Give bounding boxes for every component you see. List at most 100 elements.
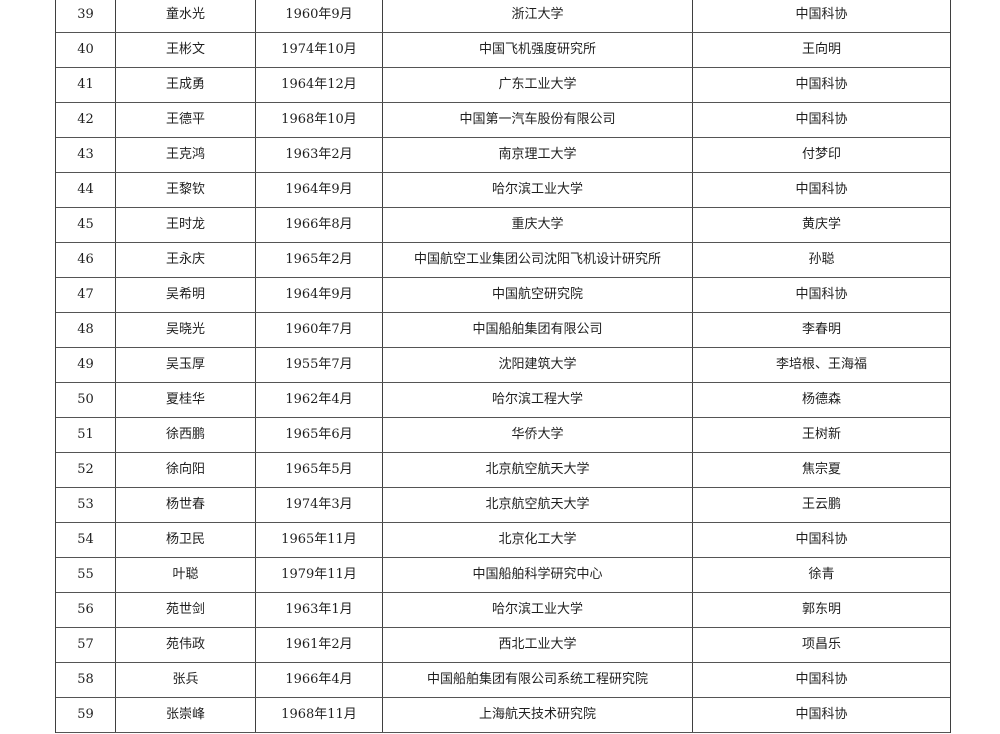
- cell-name: 张崇峰: [116, 698, 256, 732]
- cell-organization: 华侨大学: [383, 418, 693, 452]
- cell-name: 王德平: [116, 103, 256, 137]
- cell-name: 吴晓光: [116, 313, 256, 347]
- table-row: 41 王成勇 1964年12月 广东工业大学 中国科协: [56, 68, 950, 103]
- table-row: 49 吴玉厚 1955年7月 沈阳建筑大学 李培根、王海福: [56, 348, 950, 383]
- cell-name: 徐向阳: [116, 453, 256, 487]
- cell-nominator: 中国科协: [795, 181, 848, 197]
- cell-nominator: 焦宗夏: [801, 461, 841, 477]
- table-row: 50 夏桂华 1962年4月 哈尔滨工程大学 杨德森: [56, 383, 950, 418]
- cell-name: 王克鸿: [116, 138, 256, 172]
- cell-birth-date: 1965年5月: [256, 453, 383, 487]
- cell-number: 50: [56, 383, 116, 417]
- cell-nominator: 中国科协: [795, 671, 848, 687]
- cell-name: 王时龙: [116, 208, 256, 242]
- cell-nominator: 中国科协: [795, 111, 848, 127]
- table-row: 55 叶聪 1979年11月 中国船舶科学研究中心 徐青: [56, 558, 950, 593]
- table-row: 43 王克鸿 1963年2月 南京理工大学 付梦印: [56, 138, 950, 173]
- cell-nominator: 杨德森: [801, 391, 841, 407]
- cell-birth-date: 1966年8月: [256, 208, 383, 242]
- table-row: 42 王德平 1968年10月 中国第一汽车股份有限公司 中国科协: [56, 103, 950, 138]
- cell-number: 51: [56, 418, 116, 452]
- cell-name: 夏桂华: [116, 383, 256, 417]
- cell-organization: 北京航空航天大学: [383, 453, 693, 487]
- cell-number: 41: [56, 68, 116, 102]
- cell-number: 54: [56, 523, 116, 557]
- table-row: 52 徐向阳 1965年5月 北京航空航天大学 焦宗夏: [56, 453, 950, 488]
- cell-birth-date: 1964年9月: [256, 278, 383, 312]
- cell-birth-date: 1961年2月: [256, 628, 383, 662]
- cell-number: 49: [56, 348, 116, 382]
- table-row: 59 张崇峰 1968年11月 上海航天技术研究院 中国科协: [56, 698, 950, 733]
- cell-number: 55: [56, 558, 116, 592]
- cell-organization: 广东工业大学: [383, 68, 693, 102]
- cell-number: 59: [56, 698, 116, 732]
- cell-name: 徐西鹏: [116, 418, 256, 452]
- cell-organization: 哈尔滨工业大学: [383, 173, 693, 207]
- table-row: 54 杨卫民 1965年11月 北京化工大学 中国科协: [56, 523, 950, 558]
- cell-birth-date: 1965年6月: [256, 418, 383, 452]
- cell-birth-date: 1968年11月: [256, 698, 383, 732]
- cell-birth-date: 1974年3月: [256, 488, 383, 522]
- cell-name: 杨卫民: [116, 523, 256, 557]
- cell-number: 52: [56, 453, 116, 487]
- cell-organization: 浙江大学: [383, 0, 693, 32]
- cell-name: 王永庆: [116, 243, 256, 277]
- cell-number: 39: [56, 0, 116, 32]
- cell-name: 吴希明: [116, 278, 256, 312]
- cell-name: 叶聪: [116, 558, 256, 592]
- cell-nominator: 王树新: [801, 426, 841, 442]
- cell-name: 苑伟政: [116, 628, 256, 662]
- table-row: 47 吴希明 1964年9月 中国航空研究院 中国科协: [56, 278, 950, 313]
- cell-birth-date: 1974年10月: [256, 33, 383, 67]
- cell-organization: 北京航空航天大学: [383, 488, 693, 522]
- cell-name: 王彬文: [116, 33, 256, 67]
- cell-nominator: 项昌乐: [801, 636, 841, 652]
- cell-name: 张兵: [116, 663, 256, 697]
- cell-birth-date: 1966年4月: [256, 663, 383, 697]
- cell-number: 47: [56, 278, 116, 312]
- cell-nominator: 李培根、王海福: [775, 356, 867, 372]
- cell-nominator: 李春明: [801, 321, 841, 337]
- cell-nominator: 中国科协: [795, 286, 848, 302]
- cell-organization: 哈尔滨工业大学: [383, 593, 693, 627]
- cell-name: 杨世春: [116, 488, 256, 522]
- cell-number: 44: [56, 173, 116, 207]
- cell-number: 45: [56, 208, 116, 242]
- cell-nominator: 徐青: [808, 566, 835, 582]
- cell-name: 童水光: [116, 0, 256, 32]
- cell-nominator: 付梦印: [801, 146, 841, 162]
- table-row: 46 王永庆 1965年2月 中国航空工业集团公司沈阳飞机设计研究所 孙聪: [56, 243, 950, 278]
- table-row: 44 王黎钦 1964年9月 哈尔滨工业大学 中国科协: [56, 173, 950, 208]
- candidates-table: 39 童水光 1960年9月 浙江大学 中国科协 40 王彬文 1974年10月…: [55, 0, 951, 733]
- cell-number: 46: [56, 243, 116, 277]
- cell-organization: 哈尔滨工程大学: [383, 383, 693, 417]
- cell-organization: 中国飞机强度研究所: [383, 33, 693, 67]
- table-row: 57 苑伟政 1961年2月 西北工业大学 项昌乐: [56, 628, 950, 663]
- cell-number: 53: [56, 488, 116, 522]
- cell-nominator: 王向明: [801, 41, 841, 57]
- table-row: 45 王时龙 1966年8月 重庆大学 黄庆学: [56, 208, 950, 243]
- table-row: 48 吴晓光 1960年7月 中国船舶集团有限公司 李春明: [56, 313, 950, 348]
- cell-birth-date: 1968年10月: [256, 103, 383, 137]
- cell-organization: 南京理工大学: [383, 138, 693, 172]
- table-row: 58 张兵 1966年4月 中国船舶集团有限公司系统工程研究院 中国科协: [56, 663, 950, 698]
- cell-name: 王成勇: [116, 68, 256, 102]
- cell-number: 58: [56, 663, 116, 697]
- cell-name: 苑世剑: [116, 593, 256, 627]
- cell-birth-date: 1955年7月: [256, 348, 383, 382]
- cell-birth-date: 1963年2月: [256, 138, 383, 172]
- cell-birth-date: 1964年9月: [256, 173, 383, 207]
- cell-nominator: 中国科协: [795, 6, 848, 22]
- table-row: 51 徐西鹏 1965年6月 华侨大学 王树新: [56, 418, 950, 453]
- cell-number: 43: [56, 138, 116, 172]
- cell-number: 57: [56, 628, 116, 662]
- cell-birth-date: 1965年11月: [256, 523, 383, 557]
- cell-organization: 中国船舶集团有限公司: [383, 313, 693, 347]
- table-row: 40 王彬文 1974年10月 中国飞机强度研究所 王向明: [56, 33, 950, 68]
- cell-birth-date: 1965年2月: [256, 243, 383, 277]
- cell-organization: 中国船舶科学研究中心: [383, 558, 693, 592]
- cell-organization: 中国航空研究院: [383, 278, 693, 312]
- cell-birth-date: 1962年4月: [256, 383, 383, 417]
- cell-birth-date: 1979年11月: [256, 558, 383, 592]
